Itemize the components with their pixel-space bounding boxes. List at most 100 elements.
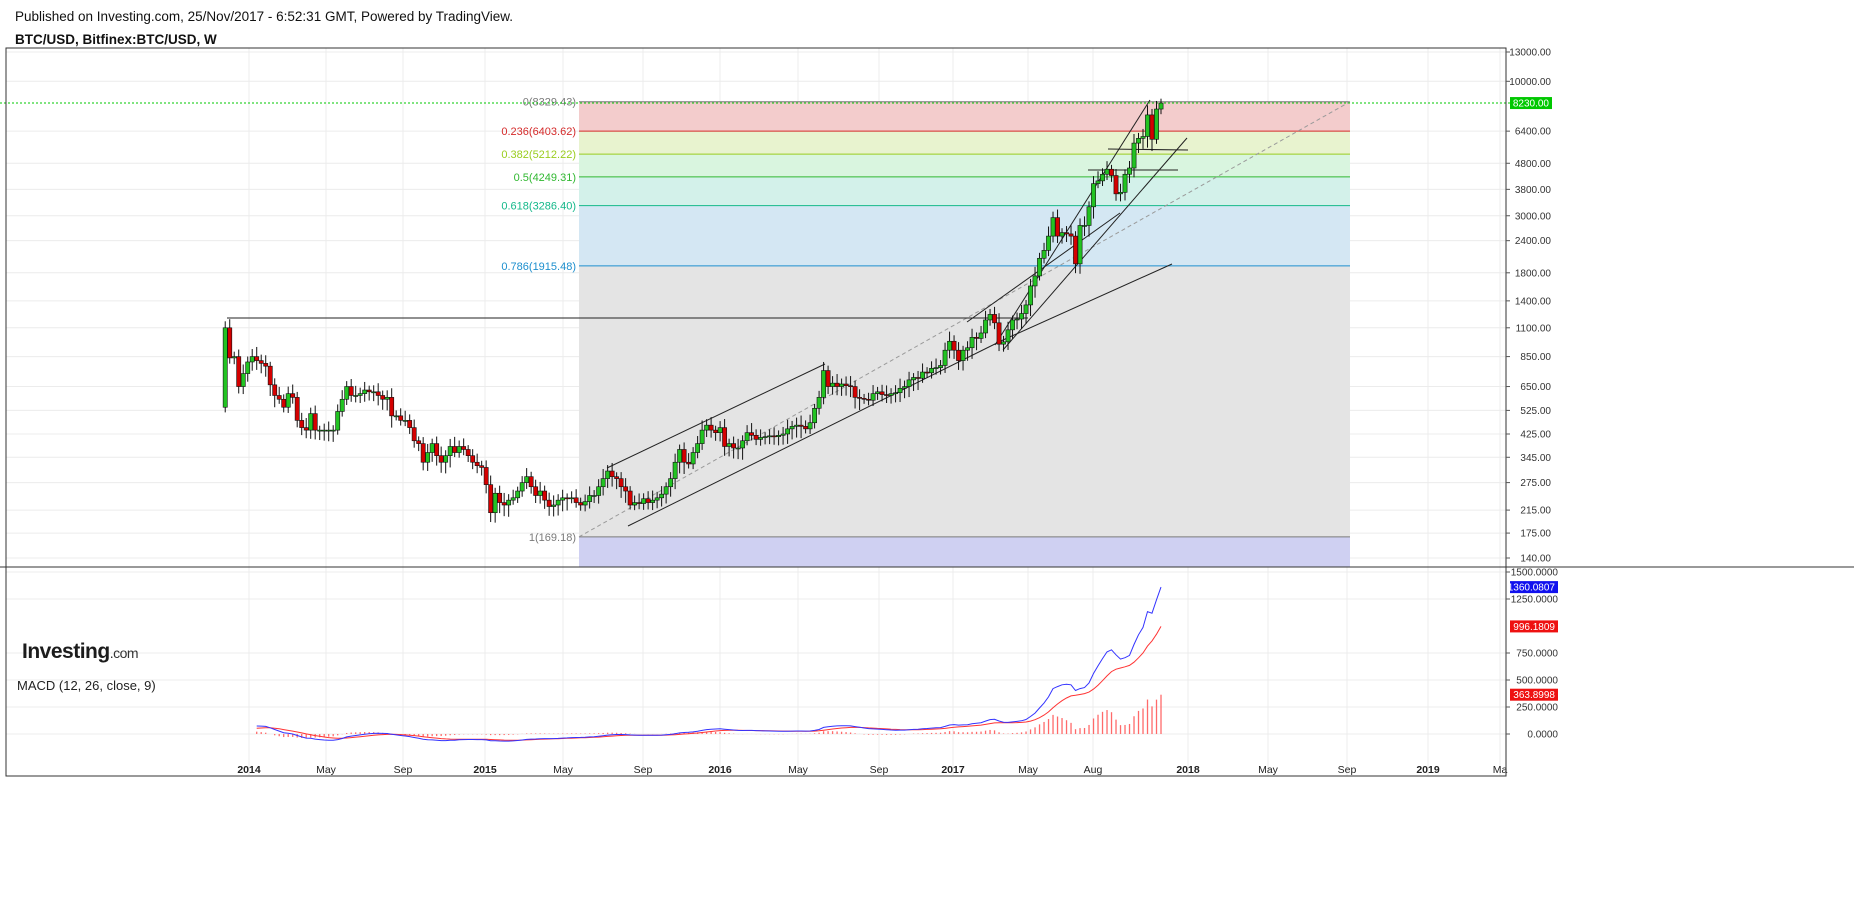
candle — [335, 404, 341, 435]
candle-body — [758, 437, 763, 440]
candle — [897, 378, 903, 403]
candle — [353, 385, 359, 403]
candle-body — [488, 484, 494, 514]
candle — [515, 486, 521, 503]
candle — [528, 471, 534, 494]
candle-body — [708, 424, 714, 431]
candle — [1023, 300, 1029, 325]
candle-body — [330, 429, 336, 432]
candle-body — [600, 478, 606, 488]
candle — [312, 405, 318, 440]
macd-tick-label: 250.0000 — [1516, 703, 1558, 714]
candle-body — [393, 415, 399, 418]
candle-body — [996, 322, 1002, 345]
macd-tick-label: 0.0000 — [1527, 730, 1558, 741]
candle-body — [510, 497, 516, 501]
time-axis-label: Ma — [1493, 764, 1508, 776]
candle-body — [335, 411, 341, 431]
candle — [537, 481, 543, 504]
candle — [299, 412, 305, 436]
candle-body — [1136, 138, 1141, 144]
candle-body — [537, 490, 543, 496]
last-price-badge — [1510, 97, 1552, 110]
price-tick-label: 215.00 — [1520, 506, 1551, 517]
candle-body — [938, 365, 943, 368]
candle-body — [470, 455, 476, 463]
candle-body — [429, 443, 435, 453]
candle — [326, 421, 332, 442]
candle-body — [1019, 313, 1024, 320]
candle — [384, 390, 390, 411]
candle-body — [794, 424, 799, 427]
candle-body — [578, 502, 584, 506]
candle-body — [731, 443, 737, 449]
candle — [393, 410, 399, 421]
candle — [569, 491, 575, 504]
candle-body — [542, 490, 548, 501]
candle-body — [947, 340, 952, 351]
candle — [474, 453, 480, 474]
candle-body — [843, 383, 849, 386]
candle — [519, 476, 525, 497]
candle-body — [744, 432, 750, 442]
price-tick-label: 1400.00 — [1515, 296, 1552, 307]
candle-body — [380, 395, 386, 400]
candle-body — [569, 497, 575, 500]
candle-body — [1086, 206, 1092, 226]
candle-body — [285, 393, 291, 408]
price-tick-label: 850.00 — [1520, 352, 1551, 363]
candle-body — [1037, 257, 1042, 277]
candle-body — [1091, 183, 1096, 208]
macd-line — [256, 586, 1162, 742]
candle — [825, 365, 831, 395]
candle — [479, 460, 485, 476]
candle — [339, 390, 345, 417]
candle — [510, 489, 516, 505]
time-axis-label: May — [316, 764, 337, 776]
candle-body — [753, 435, 759, 440]
candle — [470, 449, 476, 470]
candle — [848, 376, 853, 398]
fib-level-label: 0.236(6403.62) — [501, 126, 576, 138]
candle-body — [713, 429, 719, 433]
candle — [852, 380, 858, 409]
candle — [861, 393, 867, 404]
time-axis-label: 2015 — [473, 764, 497, 776]
candle — [1136, 132, 1141, 154]
price-tick-label: 425.00 — [1520, 429, 1551, 440]
candle-body — [618, 478, 624, 488]
candle-body — [870, 393, 876, 401]
candle-body — [299, 420, 305, 428]
price-tick-label: 650.00 — [1520, 382, 1551, 393]
candle-body — [623, 486, 629, 492]
candle — [1032, 266, 1038, 298]
candle — [1077, 218, 1083, 274]
candle — [906, 371, 912, 398]
candle-body — [290, 393, 296, 398]
candle-body — [614, 476, 620, 479]
candle — [461, 438, 467, 456]
candle-body — [636, 502, 642, 504]
candle — [722, 419, 728, 456]
candle — [983, 310, 988, 339]
candle — [1109, 164, 1114, 182]
candle-body — [668, 478, 674, 488]
candle — [623, 478, 629, 503]
fib-level-label: 0.786(1915.48) — [501, 261, 576, 273]
candle-body — [821, 370, 826, 398]
candle-body — [785, 428, 790, 435]
candle-body — [272, 384, 278, 396]
macd-pane: 1500.0000 1250.0000 750.0000 500.0000 250.00… — [256, 568, 1558, 742]
candle — [420, 437, 426, 471]
candle — [1059, 228, 1065, 244]
candle-body — [942, 349, 948, 366]
candle — [902, 380, 907, 399]
candle-body — [1068, 233, 1074, 237]
candle-body — [416, 440, 422, 444]
candle — [443, 450, 449, 474]
candle-body — [596, 486, 602, 496]
candle — [614, 472, 620, 490]
candle — [749, 423, 754, 441]
candle — [1037, 252, 1042, 281]
